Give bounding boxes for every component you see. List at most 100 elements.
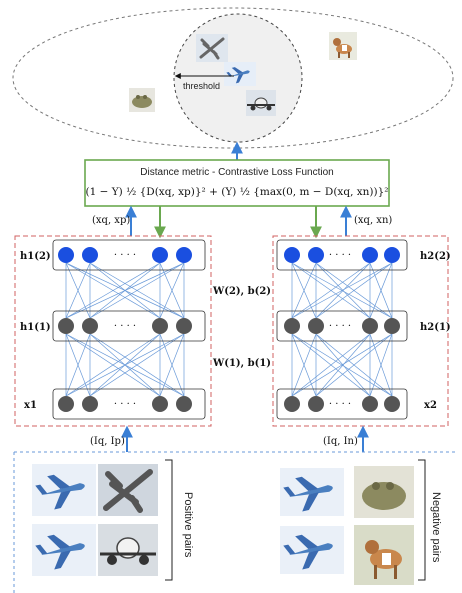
left-connection <box>89 333 185 397</box>
right-node-layer2-4 <box>384 318 400 334</box>
negative-pair-2 <box>280 525 414 585</box>
right-connection <box>315 262 371 319</box>
negative-bracket <box>418 459 426 581</box>
left-connection <box>65 262 91 319</box>
frog-icon <box>129 88 155 112</box>
left-connection <box>65 333 91 397</box>
left-node-layer1-2 <box>82 247 98 263</box>
loss-formula: (1 − Y) ½ {D(xq, xp)}² + (Y) ½ {max(0, m… <box>85 186 388 198</box>
left-layer-top-box <box>52 239 206 271</box>
right-connection <box>291 333 393 397</box>
airplane-side-icon <box>280 526 344 574</box>
threshold-label: threshold <box>183 81 220 91</box>
airplane-side-icon <box>280 468 344 516</box>
right-node-layer1-3 <box>362 247 378 263</box>
airplane-front-icon <box>98 524 158 576</box>
embedding-space: threshold <box>12 7 454 149</box>
left-node-layer3-2 <box>82 396 98 412</box>
left-connection <box>65 262 185 319</box>
left-node-layer1-1 <box>58 247 74 263</box>
airplane-front-icon <box>246 90 276 116</box>
right-connection <box>291 333 317 397</box>
right-connection <box>315 262 393 319</box>
left-connection <box>159 333 185 397</box>
right-layer-label-mid: h2(1) <box>420 322 451 333</box>
positive-pair-2 <box>32 524 158 576</box>
right-connection <box>315 333 393 397</box>
left-node-layer3-3 <box>152 396 168 412</box>
right-network-connections <box>291 262 393 397</box>
right-node-layer3-4 <box>384 396 400 412</box>
right-node-layer3-3 <box>362 396 378 412</box>
right-node-layer2-2 <box>308 318 324 334</box>
right-node-layer1-4 <box>384 247 400 263</box>
airplane-side-icon <box>224 62 256 86</box>
positive-bracket <box>165 459 173 581</box>
right-node-layer1-2 <box>308 247 324 263</box>
left-network-nodes <box>58 247 192 412</box>
left-dots-mid: · · · · <box>114 321 136 332</box>
loss-title: Distance metric - Contrastive Loss Funct… <box>140 167 333 178</box>
negative-pair-1 <box>280 466 414 518</box>
left-dots-top: · · · · <box>114 250 136 261</box>
left-network: · · · · · · · · · · · · h1(2) h1(1) x1 <box>14 235 212 427</box>
left-node-layer2-3 <box>152 318 168 334</box>
positive-pair-1 <box>32 464 158 516</box>
frog-icon <box>354 466 414 518</box>
loss-function-box: Distance metric - Contrastive Loss Funct… <box>84 159 390 207</box>
left-pair-input-label: (Iq, Ip) <box>90 436 125 447</box>
left-node-layer2-4 <box>176 318 192 334</box>
left-node-layer3-4 <box>176 396 192 412</box>
left-connection <box>65 262 161 319</box>
left-layer-mid-box <box>52 310 206 342</box>
left-node-layer1-4 <box>176 247 192 263</box>
left-node-layer1-3 <box>152 247 168 263</box>
outer-ellipse <box>12 7 454 149</box>
right-layer-label-input: x2 <box>424 400 437 411</box>
left-layer-label-mid: h1(1) <box>20 322 51 333</box>
right-node-layer2-1 <box>284 318 300 334</box>
right-connection <box>291 262 317 319</box>
right-network-nodes <box>284 247 400 412</box>
right-node-layer1-1 <box>284 247 300 263</box>
left-connection <box>65 333 185 397</box>
right-layer-mid-box <box>276 310 408 342</box>
left-connection <box>89 262 185 319</box>
right-layer-top-box <box>276 239 408 271</box>
left-input-pair-label: (xq, xp) <box>92 215 130 226</box>
right-input-pair-label: (xq, xn) <box>354 215 392 226</box>
weights-bottom-label: W(1), b(1) <box>212 358 271 369</box>
weights-top-label: W(2), b(2) <box>212 286 271 297</box>
pairs-panel <box>13 451 458 593</box>
right-dots-top: · · · · <box>329 250 351 261</box>
left-node-layer3-1 <box>58 396 74 412</box>
right-dots-mid: · · · · <box>329 321 351 332</box>
right-connection <box>369 262 393 319</box>
right-connection <box>291 262 371 319</box>
right-node-layer2-3 <box>362 318 378 334</box>
negative-pairs-label: Negative pairs <box>430 492 442 563</box>
right-connection <box>291 333 371 397</box>
left-node-layer2-1 <box>58 318 74 334</box>
right-network: · · · · · · · · · · · · h2(2) h2(1) x2 <box>272 235 451 427</box>
right-dots-input: · · · · <box>329 399 351 410</box>
airplane-overhead-icon <box>196 34 228 62</box>
left-layer-label-top: h1(2) <box>20 251 51 262</box>
left-layer-input-box <box>52 388 206 420</box>
left-network-connections <box>65 262 185 397</box>
right-connection <box>291 262 393 319</box>
right-layer-input-box <box>276 388 408 420</box>
positive-pairs-label: Positive pairs <box>182 492 194 558</box>
left-connection <box>159 262 185 319</box>
right-layer-label-top: h2(2) <box>420 251 451 262</box>
airplane-side-icon <box>32 524 96 576</box>
right-node-layer3-1 <box>284 396 300 412</box>
left-connection <box>65 333 161 397</box>
right-node-layer3-2 <box>308 396 324 412</box>
right-connection <box>369 333 393 397</box>
right-pair-input-label: (Iq, In) <box>323 436 358 447</box>
left-dots-input: · · · · <box>114 399 136 410</box>
left-layer-label-input: x1 <box>24 400 37 411</box>
dog-icon <box>329 32 357 60</box>
